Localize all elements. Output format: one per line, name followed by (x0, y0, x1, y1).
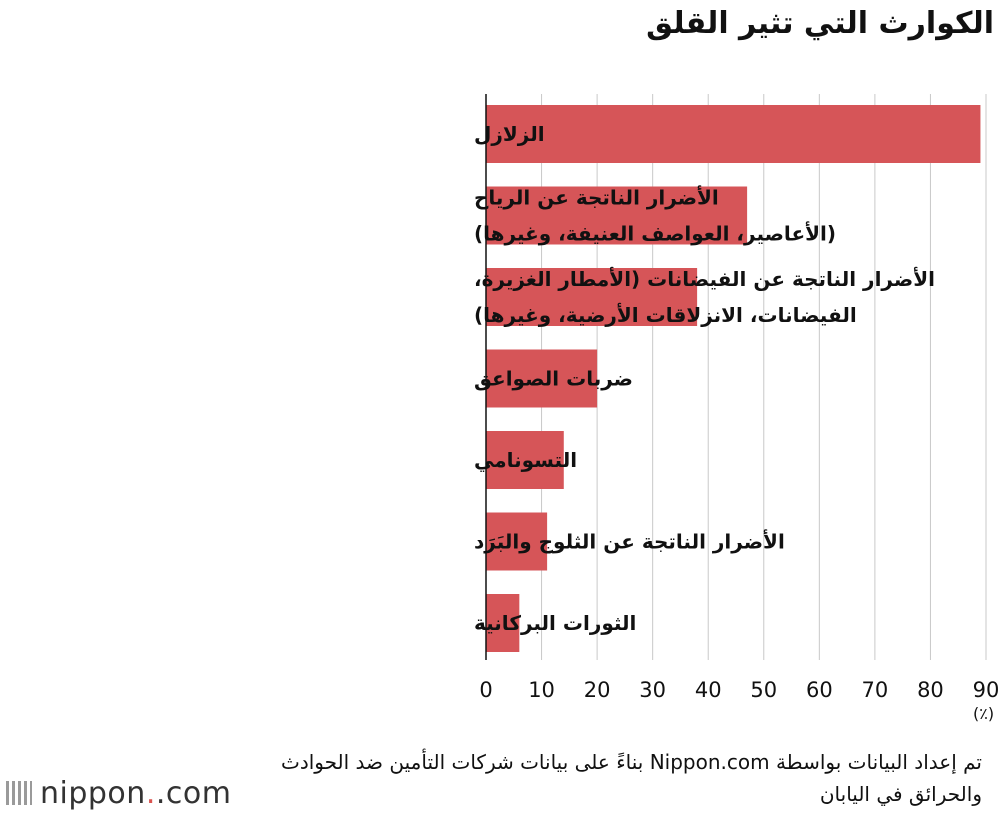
category-label: الأضرار الناتجة عن الفيضانات (الأمطار ال… (474, 266, 935, 291)
bar-chart: الزلازل الأضرار الناتجة عن الرياح (الأعاصي… (474, 94, 1000, 702)
category-label: الزلازل (474, 122, 545, 146)
category-label: الأضرار الناتجة عن الرياح (474, 185, 719, 210)
category-label: الثورات البركانية (474, 611, 636, 635)
logo-dot: . (145, 776, 156, 811)
x-tick-label: 50 (750, 678, 777, 702)
logo-mark-icon (6, 781, 32, 805)
bar (486, 105, 981, 163)
axis-unit-label: (٪) (973, 704, 995, 723)
x-tick-label: 10 (528, 678, 555, 702)
category-label: ضربات الصواعق (474, 367, 633, 391)
nippon-logo: nippon..com (6, 776, 231, 811)
x-tick-label: 40 (695, 678, 722, 702)
chart-title: الكوارث التي تثير القلق (646, 6, 994, 41)
x-tick-label: 20 (584, 678, 611, 702)
category-label: التسونامي (474, 448, 577, 473)
logo-text: nippon (40, 776, 146, 811)
bar (486, 186, 748, 245)
logo-suffix: .com (155, 776, 232, 811)
bar (486, 349, 598, 408)
bar (486, 268, 698, 326)
source-note: تم إعداد البيانات بواسطة Nippon.com بناء… (281, 750, 982, 806)
bar (486, 431, 564, 489)
x-tick-label: 90 (973, 678, 1000, 702)
x-tick-label: 0 (479, 678, 492, 702)
category-label: (الأعاصير، العواصف العنيفة، وغيرها) (474, 221, 836, 246)
category-label: الأضرار الناتجة عن الثلوج والبَرَد (474, 529, 785, 554)
x-tick-label: 80 (917, 678, 944, 702)
category-label: الفيضانات، الانزلاقات الأرضية، وغيرها) (474, 302, 857, 327)
x-tick-label: 60 (806, 678, 833, 702)
bar (486, 594, 520, 652)
bar (486, 512, 548, 571)
x-tick-label: 70 (862, 678, 889, 702)
x-tick-label: 30 (639, 678, 666, 702)
